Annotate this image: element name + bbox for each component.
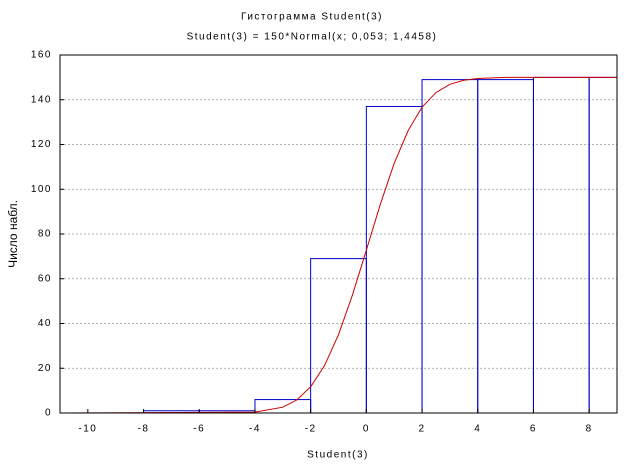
fit-curve [60,76,617,413]
bar [421,79,479,413]
y-tick-label: 140 [31,94,52,105]
bar [477,79,534,413]
y-tick-label: 100 [31,184,52,195]
x-tick-label: -10 [78,424,97,435]
y-tick-label: 40 [38,318,52,329]
y-tick-label: 120 [31,139,52,150]
bar [365,105,423,413]
bars [143,76,617,413]
y-tick-label: 0 [45,408,52,419]
x-tick-label: 8 [586,424,593,435]
chart-subtitle: Student(3) = 150*Normal(x; 0,053; 1,4458… [187,32,438,43]
x-tick-label: 4 [474,424,481,435]
bar [532,76,590,413]
x-tick-label: 6 [530,424,537,435]
curve-group [60,76,617,413]
y-tick-label: 160 [31,50,52,61]
y-tick-label: 20 [38,363,52,374]
x-axis-label: Student(3) [307,450,369,461]
y-tick-label: 60 [38,273,52,284]
x-tick-label: 2 [419,424,426,435]
y-tick-label: 80 [38,229,52,240]
x-tick-label: -2 [305,424,317,435]
x-tick-label: -4 [249,424,261,435]
chart-title: Гистограмма Student(3) [241,12,383,23]
x-tick-label: 0 [363,424,370,435]
y-axis-label: Число набл. [6,200,20,268]
axes: 0 20 40 60 80 100 120 140 160 -10 -8 -6 -4 -2 0 2 4 6 8 [31,50,593,435]
x-tick-label: -6 [193,424,205,435]
x-tick-label: -8 [138,424,150,435]
bar [588,76,617,413]
